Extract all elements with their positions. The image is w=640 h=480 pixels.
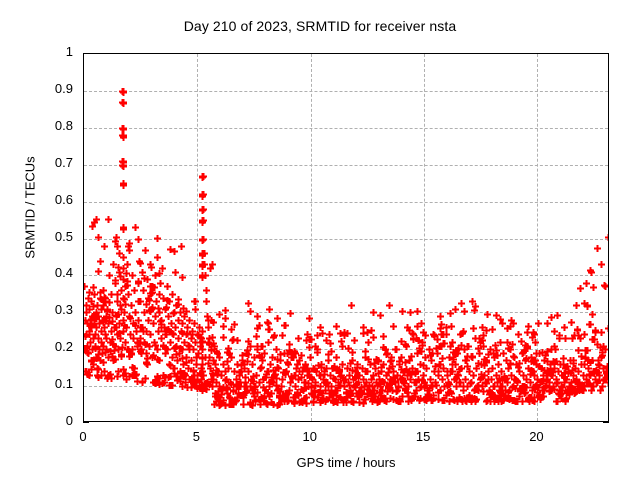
data-points-layer bbox=[84, 54, 608, 421]
gridline-vertical bbox=[310, 54, 312, 421]
gridline-horizontal bbox=[84, 349, 608, 351]
gridline-vertical bbox=[537, 54, 539, 421]
gridline-horizontal bbox=[84, 90, 608, 92]
gridline-vertical bbox=[197, 54, 199, 421]
y-tick-mark bbox=[83, 422, 89, 423]
scatter-markers bbox=[84, 88, 608, 409]
y-tick-label: 0.7 bbox=[54, 154, 73, 170]
x-tick-label: 0 bbox=[79, 429, 87, 444]
x-tick-label: 20 bbox=[529, 429, 544, 444]
y-tick-label: 0.6 bbox=[54, 191, 73, 207]
gridline-horizontal bbox=[84, 127, 608, 129]
y-tick-label: 0.3 bbox=[54, 302, 73, 318]
y-tick-label: 0.5 bbox=[54, 228, 73, 244]
y-tick-label: 0.9 bbox=[54, 80, 73, 96]
y-tick-label: 0.8 bbox=[54, 117, 73, 133]
y-tick-label: 0.4 bbox=[54, 265, 73, 281]
y-tick-label: 1 bbox=[65, 44, 73, 59]
x-tick-label: 10 bbox=[302, 429, 317, 444]
y-tick-label: 0.1 bbox=[54, 376, 73, 392]
gridline-horizontal bbox=[84, 312, 608, 314]
gridline-horizontal bbox=[84, 238, 608, 240]
x-tick-label: 5 bbox=[192, 429, 200, 444]
chart-title: Day 210 of 2023, SRMTID for receiver nst… bbox=[183, 18, 457, 34]
gridline-vertical bbox=[424, 54, 426, 421]
y-tick-mark bbox=[603, 422, 609, 423]
x-tick-label: 15 bbox=[415, 429, 431, 444]
gridline-horizontal bbox=[84, 275, 608, 277]
gridline-horizontal bbox=[84, 201, 608, 203]
y-tick-label: 0 bbox=[65, 413, 73, 428]
y-tick-label: 0.2 bbox=[54, 339, 73, 355]
gridline-horizontal bbox=[84, 164, 608, 166]
x-axis-label: GPS time / hours bbox=[296, 455, 396, 470]
plot-area bbox=[83, 53, 609, 422]
